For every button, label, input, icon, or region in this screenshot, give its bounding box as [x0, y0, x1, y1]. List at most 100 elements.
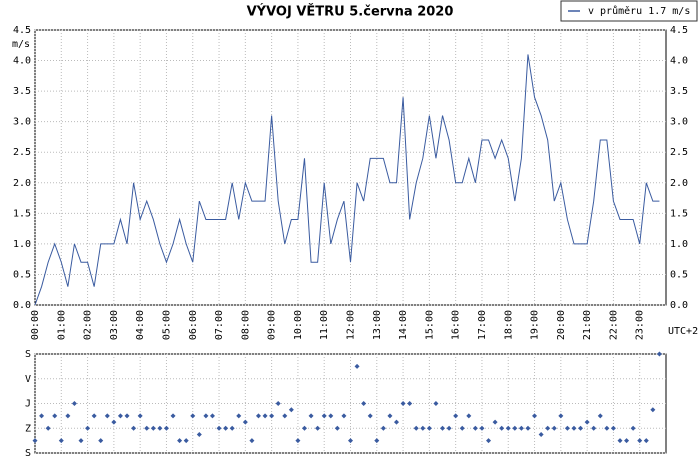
- scatter-point: [597, 413, 603, 419]
- scatter-point: [242, 419, 248, 425]
- x-tick-label: 02:00: [83, 310, 94, 340]
- scatter-point: [157, 425, 163, 431]
- x-tick-label: 07:00: [214, 310, 225, 340]
- scatter-point: [216, 425, 222, 431]
- y-tick-label: S: [25, 448, 31, 459]
- scatter-point: [604, 425, 610, 431]
- scatter-point: [426, 425, 432, 431]
- x-tick-label: 12:00: [346, 310, 357, 340]
- y2-tick-label: 2.5: [670, 147, 688, 158]
- y2-tick-label: 4.0: [670, 56, 688, 67]
- x-tick-label: 01:00: [56, 310, 67, 340]
- y2-tick-label: 3.5: [670, 86, 688, 97]
- scatter-point: [308, 413, 314, 419]
- scatter-point: [45, 425, 51, 431]
- scatter-point: [387, 413, 393, 419]
- x-tick-label: 11:00: [319, 310, 330, 340]
- scatter-point: [269, 413, 275, 419]
- y-tick-label: 4.0: [13, 56, 31, 67]
- x-tick-label: 20:00: [556, 310, 567, 340]
- scatter-point: [315, 425, 321, 431]
- scatter-point: [301, 425, 307, 431]
- x-tick-label: 05:00: [161, 310, 172, 340]
- scatter-point: [518, 425, 524, 431]
- y-tick-label: V: [25, 374, 31, 385]
- x-tick-label: 22:00: [608, 310, 619, 340]
- scatter-point: [551, 425, 557, 431]
- scatter-point: [472, 425, 478, 431]
- y2-tick-label: 1.0: [670, 239, 688, 250]
- scatter-point: [65, 413, 71, 419]
- scatter-point: [591, 425, 597, 431]
- scatter-point: [150, 425, 156, 431]
- y-tick-label: 1.0: [13, 239, 31, 250]
- y2-tick-label: 0.0: [670, 300, 688, 311]
- x-tick-label: 03:00: [109, 310, 120, 340]
- scatter-point: [545, 425, 551, 431]
- scatter-point: [440, 425, 446, 431]
- scatter-point: [499, 425, 505, 431]
- x-tick-label: 19:00: [530, 310, 541, 340]
- scatter-point: [78, 438, 84, 444]
- scatter-point: [538, 431, 544, 437]
- x-tick-label: 23:00: [635, 310, 646, 340]
- scatter-point: [131, 425, 137, 431]
- scatter-point: [262, 413, 268, 419]
- y-tick-label: 3.0: [13, 117, 31, 128]
- x-tick-label: 13:00: [372, 310, 383, 340]
- y-tick-label: 2.0: [13, 178, 31, 189]
- scatter-point: [367, 413, 373, 419]
- x-axis-label: UTC+2: [668, 326, 698, 337]
- scatter-point: [453, 413, 459, 419]
- legend-label: v průměru 1.7 m/s: [588, 5, 690, 17]
- scatter-point: [486, 438, 492, 444]
- scatter-point: [288, 407, 294, 413]
- scatter-point: [163, 425, 169, 431]
- scatter-point: [624, 438, 630, 444]
- scatter-point: [137, 413, 143, 419]
- x-tick-label: 21:00: [582, 310, 593, 340]
- scatter-point: [321, 413, 327, 419]
- scatter-point: [124, 413, 130, 419]
- legend-box: [560, 0, 698, 22]
- scatter-point: [571, 425, 577, 431]
- scatter-point: [341, 413, 347, 419]
- scatter-point: [394, 419, 400, 425]
- y2-tick-label: 3.0: [670, 117, 688, 128]
- scatter-point: [354, 363, 360, 369]
- scatter-point: [117, 413, 123, 419]
- x-tick-label: 15:00: [424, 310, 435, 340]
- y2-tick-label: 0.5: [670, 269, 688, 280]
- scatter-point: [98, 438, 104, 444]
- y-tick-label: Z: [25, 423, 31, 434]
- scatter-point: [407, 401, 413, 406]
- y-tick-label: 1.5: [13, 208, 31, 219]
- scatter-point: [564, 425, 570, 431]
- scatter-point: [505, 425, 511, 431]
- scatter-point: [255, 413, 261, 419]
- scatter-point: [492, 419, 498, 425]
- x-tick-label: 10:00: [293, 310, 304, 340]
- scatter-point: [183, 438, 189, 444]
- scatter-point: [58, 438, 64, 444]
- scatter-point: [223, 425, 229, 431]
- scatter-point: [420, 425, 426, 431]
- scatter-point: [71, 401, 77, 406]
- x-tick-label: 08:00: [240, 310, 251, 340]
- scatter-point: [203, 413, 209, 419]
- chart-title: VÝVOJ VĚTRU 5.června 2020: [247, 4, 454, 20]
- y2-tick-label: 1.5: [670, 208, 688, 219]
- x-tick-label: 16:00: [451, 310, 462, 340]
- y-tick-label: 4.5: [13, 25, 31, 36]
- scatter-point: [32, 438, 38, 444]
- y-tick-label: S: [25, 349, 31, 360]
- scatter-point: [144, 425, 150, 431]
- scatter-point: [111, 419, 117, 425]
- y-tick-label: 2.5: [13, 147, 31, 158]
- x-tick-label: 06:00: [188, 310, 199, 340]
- scatter-point: [643, 438, 649, 444]
- y-tick-label: 0.5: [13, 269, 31, 280]
- scatter-point: [584, 419, 590, 425]
- y2-tick-label: 4.5: [670, 25, 688, 36]
